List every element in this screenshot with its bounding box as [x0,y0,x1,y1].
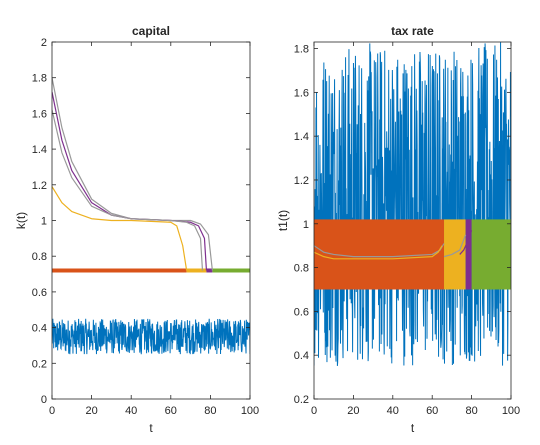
y-tick-label: 1 [303,219,309,231]
x-axis-label: t [149,421,153,435]
chart-2: 0 20 40 60 80 100 0.2 0.4 0.6 0.8 1 1.2 1.4 1.6 1.8 tax… [276,24,520,435]
series-purple-9 [459,230,473,255]
x-tick-label: 40 [387,405,399,417]
y-tick-label: 0.2 [32,358,47,370]
series-yellow-7 [314,245,443,260]
x-tick-label: 80 [204,405,216,417]
plot-area [314,42,511,366]
x-tick-label: 60 [165,405,177,417]
y-tick-label: 0.6 [32,287,47,299]
series-green-5 [471,219,511,290]
x-tick-label: 0 [311,405,317,417]
y-axis-label: t1(t) [276,210,290,231]
series-gray-6 [52,77,213,271]
chart-1: 0 20 40 60 80 100 0 0.2 0.4 0.6 0.8 1 1.2 1.4 1.6 1.8 2 c… [14,24,259,435]
y-tick-label: 1.8 [294,44,309,56]
series-gray-8 [52,109,204,271]
y-tick-label: 0 [41,394,47,406]
chart-title: tax rate [391,24,434,38]
x-tick-label: 40 [125,405,137,417]
y-tick-label: 0.8 [294,263,309,275]
x-axis-label: t [411,421,415,435]
series-yellow-9 [52,186,188,271]
x-tick-label: 60 [426,405,438,417]
series-purple-7 [52,91,208,271]
series-yellow-3 [444,219,466,290]
y-tick-label: 1.6 [32,108,47,120]
x-tick-label: 80 [465,405,477,417]
y-tick-label: 1.2 [32,180,47,192]
plot-area [52,77,250,355]
series-purple-4 [465,219,472,290]
series-gray-8 [443,234,467,258]
x-tick-label: 0 [49,405,55,417]
x-tick-label: 100 [502,405,520,417]
y-tick-label: 0.4 [294,350,309,362]
y-tick-label: 0.6 [294,306,309,318]
y-tick-label: 0.4 [32,323,47,335]
series-blue-1 [314,42,511,366]
x-tick-label: 100 [241,405,259,417]
x-tick-label: 20 [85,405,97,417]
x-tick-label: 20 [347,405,359,417]
y-tick-label: 2 [41,37,47,49]
y-tick-label: 1 [41,216,47,228]
y-tick-label: 0.2 [294,394,309,406]
y-tick-label: 1.8 [32,73,47,85]
y-tick-label: 0.8 [32,251,47,263]
chart-title: capital [132,24,170,38]
y-tick-label: 1.4 [32,144,47,156]
y-axis-label: k(t) [14,212,28,229]
axes-box [313,41,512,400]
y-tick-label: 1.4 [294,131,309,143]
series-blue-1 [52,318,250,355]
y-tick-label: 1.2 [294,175,309,187]
y-tick-label: 1.6 [294,87,309,99]
